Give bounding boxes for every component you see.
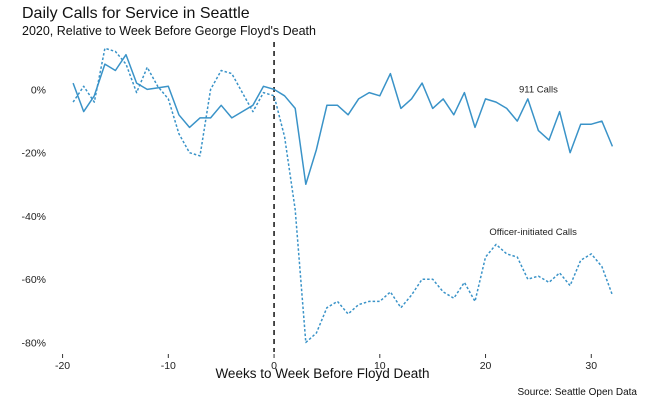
x-tick-label: 0	[271, 360, 277, 372]
calls-911-line	[72, 53, 614, 186]
x-tick-label: 20	[480, 360, 492, 372]
x-tick-label: -20	[55, 360, 70, 372]
x-axis-title: Weeks to Week Before Floyd Death	[215, 366, 430, 381]
officer-initiated-calls-line	[72, 47, 614, 344]
y-tick-label: -60%	[21, 274, 46, 286]
x-tick-label: 10	[374, 360, 386, 372]
source-caption: Source: Seattle Open Data	[517, 387, 637, 398]
chart-subtitle: 2020, Relative to Week Before George Flo…	[22, 24, 316, 38]
x-tick-label: -10	[161, 360, 176, 372]
y-tick-label: -20%	[21, 148, 46, 160]
chart-title: Daily Calls for Service in Seattle	[22, 5, 250, 22]
y-tick-label: -40%	[21, 211, 46, 223]
series-annotation: Officer-initiated Calls	[489, 227, 577, 238]
y-tick-label: 0%	[31, 84, 46, 96]
y-tick-label: -80%	[21, 338, 46, 350]
x-tick-label: 30	[585, 360, 597, 372]
series-annotation: 911 Calls	[519, 84, 558, 95]
